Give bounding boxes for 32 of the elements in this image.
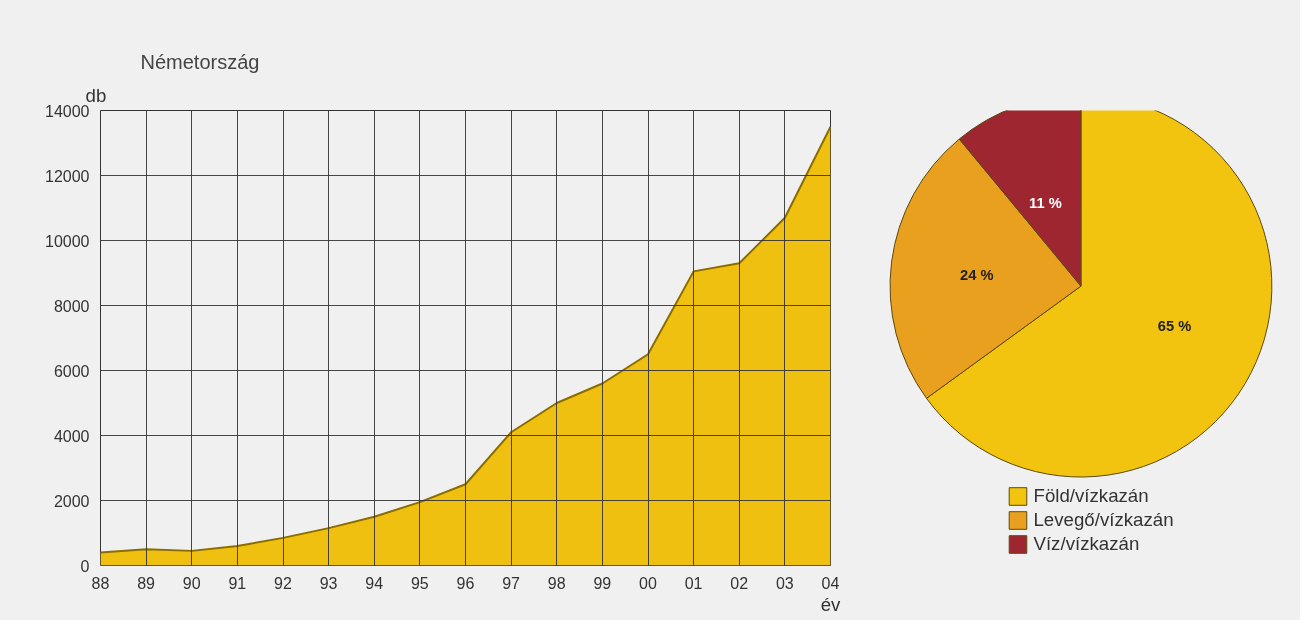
y-tick-label: 10000	[45, 232, 90, 250]
x-tick-label: 97	[502, 574, 521, 592]
x-axis-title: év	[820, 593, 842, 615]
x-tick-label: 00	[639, 574, 657, 592]
data-label: 11 %	[1029, 195, 1062, 212]
x-tick-label: 95	[410, 574, 429, 592]
data-label: 24 %	[960, 267, 994, 284]
x-tick-label: 98	[547, 574, 566, 592]
legend-label: Föld/vízkazán	[1033, 485, 1149, 507]
y-tick-label: 4000	[53, 427, 90, 445]
y-tick-label: 2000	[53, 492, 90, 510]
x-tick-label: 88	[91, 574, 110, 592]
y-tick-label: 6000	[53, 362, 90, 380]
x-tick-label: 01	[684, 574, 703, 592]
y-tick-label: 12000	[45, 167, 90, 185]
x-tick-label: 02	[730, 574, 749, 592]
chart-title: Németország	[140, 50, 260, 73]
legend-label: Levegő/vízkazán	[1033, 509, 1174, 531]
x-tick-label: 03	[775, 574, 794, 592]
x-tick-label: 93	[319, 574, 338, 592]
x-tick-label: 92	[274, 574, 292, 592]
legend-label: Víz/vízkazán	[1033, 533, 1140, 555]
x-tick-label: 94	[365, 574, 384, 592]
x-tick-label: 91	[228, 574, 247, 592]
x-tick-label: 99	[593, 574, 612, 592]
x-tick-label: 90	[182, 574, 201, 592]
x-tick-label: 96	[456, 574, 475, 592]
data-label: 65 %	[1157, 317, 1192, 334]
x-tick-label: 89	[137, 574, 156, 592]
y-tick-label: 8000	[53, 297, 90, 315]
y-tick-label: 0	[80, 557, 90, 575]
x-tick-label: 04	[821, 574, 840, 592]
